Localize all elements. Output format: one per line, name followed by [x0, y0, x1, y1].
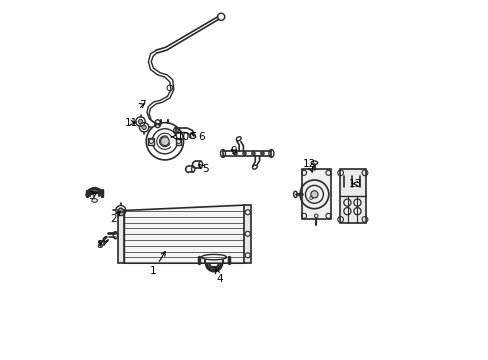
- Polygon shape: [124, 205, 244, 263]
- Circle shape: [118, 208, 123, 213]
- Circle shape: [242, 152, 246, 155]
- Circle shape: [142, 125, 146, 130]
- Circle shape: [251, 152, 255, 155]
- Circle shape: [310, 191, 317, 198]
- Polygon shape: [175, 138, 181, 145]
- Text: 3: 3: [87, 191, 97, 201]
- Circle shape: [233, 152, 237, 155]
- Text: 9: 9: [230, 146, 237, 156]
- Text: 6: 6: [190, 132, 204, 142]
- Polygon shape: [339, 169, 366, 223]
- Text: 11: 11: [124, 118, 138, 128]
- Text: 5: 5: [198, 164, 208, 174]
- Text: 2: 2: [110, 211, 120, 224]
- Circle shape: [260, 152, 264, 155]
- Circle shape: [138, 120, 142, 124]
- Text: 8: 8: [96, 239, 108, 249]
- Text: 12: 12: [302, 159, 315, 172]
- Polygon shape: [118, 211, 124, 263]
- Text: 10: 10: [171, 132, 190, 142]
- Circle shape: [160, 137, 169, 145]
- Text: 7: 7: [139, 100, 145, 110]
- Text: 1: 1: [149, 252, 165, 276]
- Polygon shape: [301, 169, 330, 220]
- Text: 4: 4: [215, 268, 222, 284]
- Polygon shape: [244, 205, 250, 263]
- Text: 13: 13: [347, 179, 361, 189]
- Polygon shape: [148, 138, 153, 145]
